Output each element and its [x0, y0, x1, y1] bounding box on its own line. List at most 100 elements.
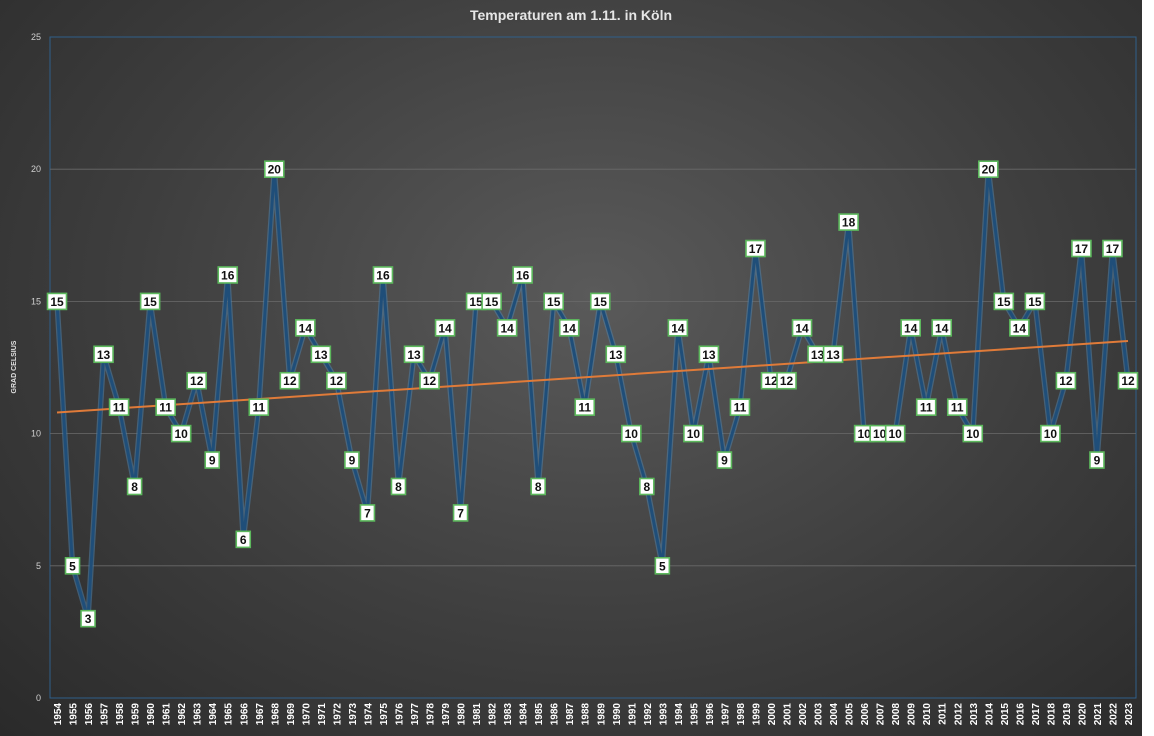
data-label-box	[838, 213, 859, 231]
x-tick-label: 1971	[317, 703, 328, 726]
data-label-text: 8	[643, 480, 650, 494]
data-label-box	[698, 345, 720, 364]
y-axis-label: GRAD CELSIUS	[11, 340, 18, 393]
data-label-box	[1071, 239, 1092, 258]
data-label: 15	[993, 292, 1015, 311]
x-tick-label: 1987	[565, 703, 576, 726]
data-label-box	[390, 477, 407, 496]
x-tick-label: 2003	[814, 703, 825, 726]
data-label: 10	[683, 424, 704, 443]
plot-border	[49, 36, 1137, 699]
data-label-box	[344, 451, 360, 469]
x-tick-label: 1975	[379, 703, 390, 726]
data-label-box	[745, 239, 766, 258]
data-label-text: 12	[764, 374, 778, 388]
data-label: 17	[1071, 239, 1092, 258]
data-label-box	[683, 424, 704, 443]
data-label-box	[884, 424, 906, 443]
data-label-text: 13	[811, 348, 825, 362]
data-label-box	[93, 345, 114, 364]
data-label: 14	[434, 319, 456, 337]
x-tick-label: 2013	[969, 703, 980, 726]
data-label-text: 10	[1044, 427, 1058, 441]
data-label-text: 15	[485, 295, 499, 309]
x-tick-label: 1963	[193, 703, 204, 726]
data-label-box	[186, 371, 207, 390]
data-label: 11	[108, 398, 130, 416]
data-label-box	[558, 319, 580, 337]
data-label: 15	[139, 292, 161, 311]
data-label-box	[1089, 451, 1105, 469]
data-label: 16	[372, 266, 394, 284]
data-label-text: 10	[888, 427, 902, 441]
data-label-box	[900, 319, 921, 337]
data-label-text: 10	[687, 427, 701, 441]
data-label-box	[235, 530, 252, 549]
data-label-box	[434, 319, 456, 337]
data-label-text: 16	[516, 268, 530, 282]
data-label: 12	[776, 371, 797, 390]
data-label-text: 12	[190, 374, 204, 388]
data-label-text: 7	[364, 506, 371, 520]
data-label-text: 18	[842, 216, 856, 230]
data-label: 14	[900, 319, 921, 337]
data-label: 12	[326, 371, 347, 390]
data-label: 13	[310, 345, 332, 364]
x-tick-label: 1957	[100, 703, 111, 726]
data-label: 9	[344, 451, 360, 469]
x-tick-label: 1958	[115, 703, 126, 726]
data-label: 13	[605, 345, 627, 364]
data-label-text: 16	[221, 268, 235, 282]
data-label-text: 17	[749, 242, 763, 256]
data-label: 17	[745, 239, 766, 258]
data-label: 15	[481, 292, 502, 311]
y-tick-label: 25	[31, 32, 41, 42]
x-tick-label: 1992	[643, 703, 654, 726]
x-tick-label: 2012	[953, 703, 964, 726]
data-label-box	[80, 609, 96, 628]
data-label-box	[372, 266, 394, 284]
data-label-text: 15	[1028, 295, 1042, 309]
data-label-box	[605, 345, 627, 364]
data-label: 8	[390, 477, 407, 496]
data-label-text: 16	[376, 268, 390, 282]
x-tick-label: 1967	[255, 703, 266, 726]
x-tick-label: 1984	[519, 703, 530, 726]
x-tick-label: 1991	[627, 703, 638, 726]
x-tick-label: 1998	[736, 703, 747, 726]
data-label: 10	[1040, 424, 1061, 443]
data-label: 15	[1024, 292, 1046, 311]
data-label-text: 11	[578, 401, 591, 415]
data-label-text: 20	[982, 163, 996, 177]
data-label-text: 14	[795, 321, 809, 335]
x-tick-label: 1974	[363, 703, 374, 726]
data-label: 16	[217, 266, 239, 284]
data-label-text: 14	[500, 321, 514, 335]
data-label-text: 9	[209, 454, 216, 468]
data-label-box	[993, 292, 1015, 311]
data-label-box	[946, 398, 968, 416]
x-tick-label: 2005	[845, 703, 856, 726]
data-label: 14	[1009, 319, 1030, 337]
data-label: 8	[126, 477, 143, 496]
data-label-box	[295, 319, 316, 337]
data-label-box	[512, 266, 533, 284]
data-label: 20	[978, 160, 999, 178]
data-label-box	[108, 398, 130, 416]
y-tick-label: 15	[31, 296, 41, 306]
series-line	[55, 167, 1130, 621]
x-tick-label: 1976	[394, 703, 405, 726]
data-label: 15	[589, 292, 611, 311]
data-label: 11	[729, 398, 751, 416]
x-tick-label: 2018	[1046, 703, 1057, 726]
data-label-box	[204, 451, 221, 469]
data-label: 11	[946, 398, 968, 416]
data-label-text: 10	[966, 427, 980, 441]
data-label: 9	[1089, 451, 1105, 469]
data-label-box	[1055, 371, 1077, 390]
x-tick-label: 1968	[270, 703, 281, 726]
data-label-text: 10	[174, 427, 188, 441]
data-label: 12	[419, 371, 440, 390]
x-tick-label: 2001	[783, 703, 794, 726]
x-tick-label: 2007	[876, 703, 887, 726]
